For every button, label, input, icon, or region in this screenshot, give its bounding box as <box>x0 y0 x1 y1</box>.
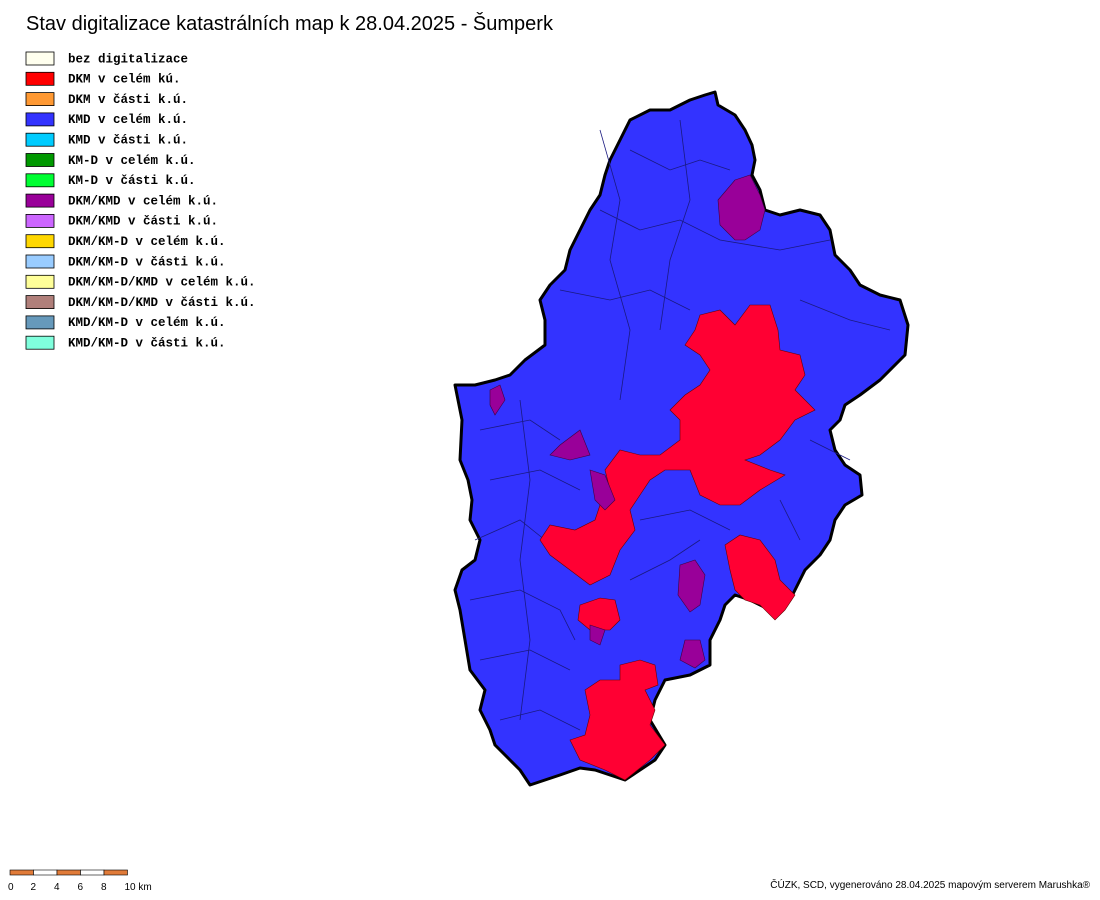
map-title: Stav digitalizace katastrálních map k 28… <box>26 12 554 35</box>
legend-label: bez digitalizace <box>68 52 188 66</box>
legend-label: DKM/KM-D/KMD v části k.ú. <box>68 296 256 310</box>
legend-swatch <box>25 153 55 167</box>
legend-swatch <box>25 71 55 86</box>
scale-segment <box>9 869 34 876</box>
legend-swatch <box>25 234 55 249</box>
legend-swatch <box>25 193 55 208</box>
legend-label: KMD v části k.ú. <box>68 133 188 147</box>
legend-swatch <box>25 173 55 188</box>
cadastral-boundaries <box>469 119 891 731</box>
scale-segment <box>33 869 58 876</box>
legend-swatch <box>25 295 55 310</box>
legend-label: KM-D v celém k.ú. <box>68 154 196 168</box>
legend-label: KMD/KM-D v části k.ú. <box>68 336 226 350</box>
legend: bez digitalizace DKM v celém kú. DKM v čás… <box>25 51 256 350</box>
legend-label: DKM v části k.ú. <box>68 93 188 107</box>
legend-label: DKM/KM-D v celém k.ú. <box>68 235 226 249</box>
legend-swatch <box>25 132 55 147</box>
district-map <box>453 90 910 787</box>
legend-swatch <box>25 315 55 330</box>
scale-segment <box>56 869 81 876</box>
credit: ČÚZK, SCD, vygenerováno 28.04.2025 mapov… <box>770 878 1090 891</box>
scale-label: 4 <box>54 882 60 893</box>
scale-label: 10 km <box>125 882 152 893</box>
legend-swatch <box>25 254 55 269</box>
legend-label: DKM/KMD v celém k.ú. <box>68 194 218 208</box>
legend-label: DKM/KM-D/KMD v celém k.ú. <box>68 276 256 290</box>
scale-label: 0 <box>8 882 14 893</box>
legend-swatch <box>25 335 55 350</box>
legend-label: KM-D v části k.ú. <box>68 174 196 188</box>
legend-label: DKM/KM-D v části k.ú. <box>68 255 226 269</box>
legend-label: DKM v celém kú. <box>68 73 181 87</box>
scale-label: 8 <box>101 882 107 893</box>
scale-segment <box>103 869 128 876</box>
legend-swatch <box>25 92 55 106</box>
scale-segment <box>80 869 105 876</box>
legend-swatch <box>25 213 55 228</box>
scale-bar: 0 2 4 6 8 10 km <box>8 869 152 893</box>
legend-swatch <box>25 112 55 127</box>
legend-label: KMD/KM-D v celém k.ú. <box>68 316 226 330</box>
scale-label: 2 <box>31 882 37 893</box>
scale-label: 6 <box>78 882 84 893</box>
legend-swatch <box>25 51 55 66</box>
legend-label: KMD v celém k.ú. <box>68 113 188 127</box>
dkm-kmd-areas <box>489 174 766 669</box>
legend-swatch <box>25 274 55 289</box>
legend-label: DKM/KMD v části k.ú. <box>68 215 218 229</box>
dkm-areas <box>539 304 816 781</box>
